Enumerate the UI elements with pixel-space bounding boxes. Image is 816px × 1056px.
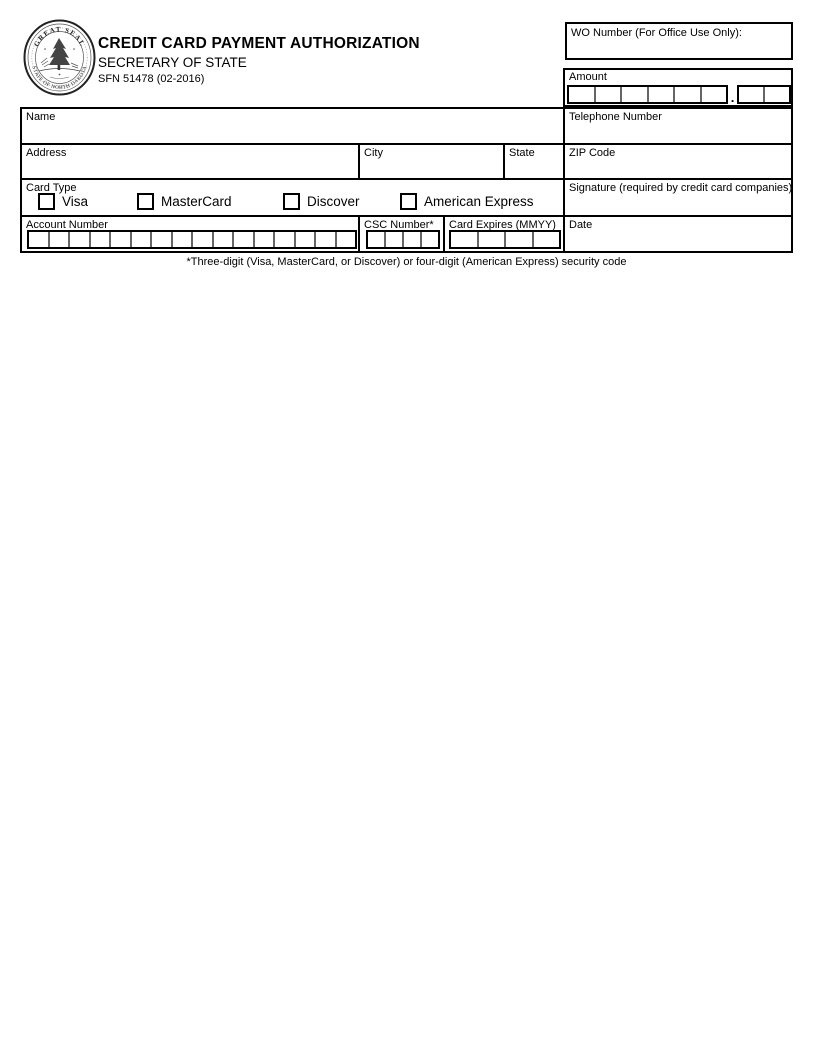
account-number-field: Account Number <box>22 217 360 251</box>
amount-label: Amount <box>569 71 607 83</box>
comb-cell[interactable] <box>420 232 438 247</box>
signature-field[interactable]: Signature (required by credit card compa… <box>565 180 793 217</box>
comb-cell[interactable] <box>150 232 171 247</box>
amount-cents-comb[interactable] <box>737 85 791 104</box>
name-label: Name <box>26 111 56 123</box>
card-type-label: Card Type <box>26 182 77 194</box>
comb-cell[interactable] <box>384 232 402 247</box>
date-field[interactable]: Date <box>565 217 791 251</box>
comb-cell[interactable] <box>211 232 233 247</box>
page-title: CREDIT CARD PAYMENT AUTHORIZATION <box>98 35 420 52</box>
form-table: Name Telephone Number Address City State… <box>20 107 793 253</box>
city-field[interactable]: City <box>360 145 505 180</box>
form-number: SFN 51478 (02-2016) <box>98 73 205 85</box>
mastercard-checkbox[interactable] <box>137 193 154 210</box>
comb-cell[interactable] <box>109 232 130 247</box>
comb-cell[interactable] <box>334 232 356 247</box>
csc-number-field: CSC Number* <box>360 217 445 251</box>
comb-cell[interactable] <box>252 232 274 247</box>
city-label: City <box>364 147 383 159</box>
discover-label: Discover <box>307 194 360 209</box>
visa-label: Visa <box>62 194 89 209</box>
comb-cell[interactable] <box>569 87 594 102</box>
comb-cell[interactable] <box>368 232 384 247</box>
amount-decimal-separator: . <box>730 90 735 105</box>
card-expires-label: Card Expires (MMYY) <box>449 219 556 231</box>
comb-cell[interactable] <box>170 232 192 247</box>
comb-cell[interactable] <box>314 232 335 247</box>
comb-cell[interactable] <box>129 232 151 247</box>
comb-cell[interactable] <box>273 232 294 247</box>
card-expires-field: Card Expires (MMYY) <box>445 217 565 251</box>
comb-cell[interactable] <box>29 232 48 247</box>
comb-cell[interactable] <box>504 232 532 247</box>
visa-checkbox[interactable] <box>38 193 55 210</box>
comb-cell[interactable] <box>451 232 477 247</box>
north-dakota-state-seal-image: GREAT SEAL STATE OF NORTH DAKOTA <box>23 19 96 96</box>
date-label: Date <box>569 219 593 231</box>
comb-cell[interactable] <box>88 232 110 247</box>
comb-cell[interactable] <box>47 232 69 247</box>
seal-center-art <box>38 38 81 79</box>
address-field[interactable]: Address <box>22 145 360 180</box>
signature-label: Signature (required by credit card compa… <box>569 182 793 194</box>
amount-dollars-comb[interactable] <box>567 85 728 104</box>
account-number-label: Account Number <box>26 219 108 231</box>
page-subtitle: SECRETARY OF STATE <box>98 55 247 70</box>
comb-cell[interactable] <box>593 87 621 102</box>
comb-cell[interactable] <box>402 232 420 247</box>
card-type-option-visa: Visa <box>38 193 88 210</box>
comb-cell[interactable] <box>531 232 560 247</box>
name-field[interactable]: Name <box>22 109 565 145</box>
card-type-option-discover: Discover <box>283 193 360 210</box>
csc-number-label: CSC Number* <box>364 219 434 231</box>
amount-field[interactable]: Amount . <box>563 68 793 107</box>
comb-cell[interactable] <box>646 87 674 102</box>
comb-cell[interactable] <box>68 232 89 247</box>
account-number-comb[interactable] <box>27 230 357 249</box>
wo-number-label: WO Number (For Office Use Only): <box>571 27 742 39</box>
comb-cell[interactable] <box>673 87 700 102</box>
telephone-number-field[interactable]: Telephone Number <box>565 109 791 145</box>
comb-cell[interactable] <box>739 87 763 102</box>
csc-number-comb[interactable] <box>366 230 440 249</box>
card-type-field: Card Type Visa MasterCard Discover Ameri… <box>22 180 565 217</box>
comb-cell[interactable] <box>476 232 505 247</box>
comb-cell[interactable] <box>293 232 315 247</box>
comb-cell[interactable] <box>620 87 647 102</box>
card-type-option-mastercard: MasterCard <box>137 193 232 210</box>
card-type-option-american-express: American Express <box>400 193 534 210</box>
title-block: CREDIT CARD PAYMENT AUTHORIZATION SECRET… <box>98 35 420 85</box>
mastercard-label: MasterCard <box>161 194 232 209</box>
zip-code-label: ZIP Code <box>569 147 616 159</box>
discover-checkbox[interactable] <box>283 193 300 210</box>
american-express-label: American Express <box>424 194 534 209</box>
address-label: Address <box>26 147 67 159</box>
comb-cell[interactable] <box>763 87 789 102</box>
wo-number-field[interactable]: WO Number (For Office Use Only): <box>565 22 793 60</box>
zip-code-field[interactable]: ZIP Code <box>565 145 791 180</box>
state-label: State <box>509 147 535 159</box>
american-express-checkbox[interactable] <box>400 193 417 210</box>
card-expires-comb[interactable] <box>449 230 561 249</box>
comb-cell[interactable] <box>232 232 253 247</box>
comb-cell[interactable] <box>699 87 727 102</box>
security-code-footnote: *Three-digit (Visa, MasterCard, or Disco… <box>186 256 627 268</box>
state-field[interactable]: State <box>505 145 565 180</box>
telephone-number-label: Telephone Number <box>569 111 662 123</box>
comb-cell[interactable] <box>191 232 212 247</box>
